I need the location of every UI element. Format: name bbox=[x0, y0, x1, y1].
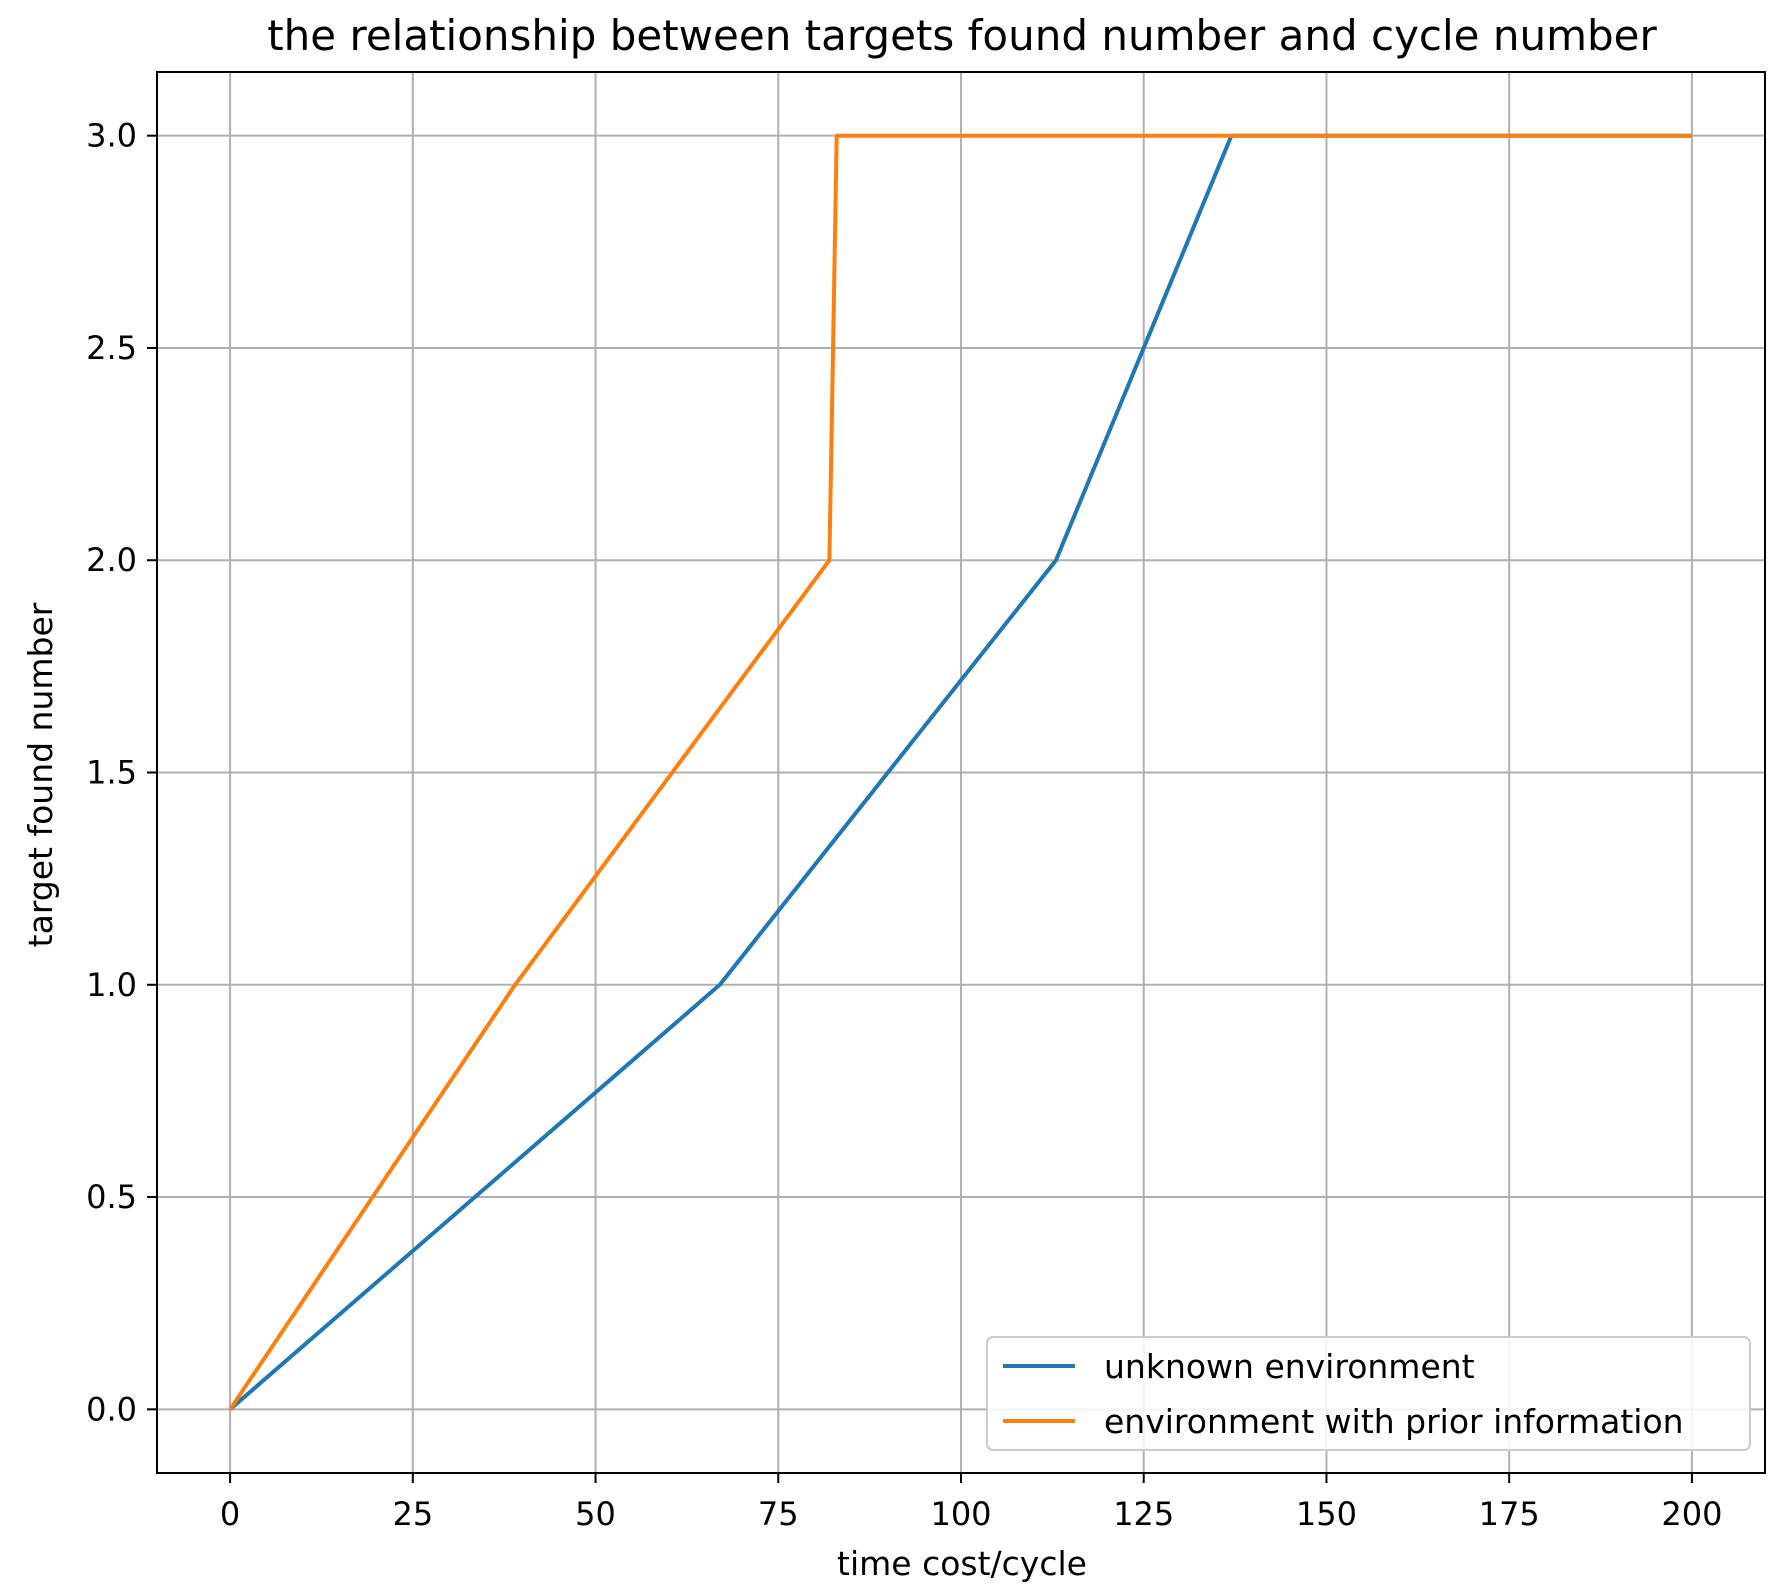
legend-box bbox=[986, 1336, 1751, 1451]
legend-items: unknown environment environment with prio… bbox=[1003, 1347, 1684, 1441]
series-layer bbox=[228, 133, 1692, 1411]
x-tick-label: 50 bbox=[575, 1495, 616, 1533]
y-tick-label: 0.0 bbox=[86, 1390, 137, 1428]
y-tick-label: 0.5 bbox=[86, 1178, 137, 1216]
y-axis-label: target found number bbox=[21, 602, 60, 947]
legend-label-2: environment with prior information bbox=[1104, 1402, 1684, 1441]
x-tick-label: 200 bbox=[1661, 1495, 1722, 1533]
y-tick-label: 2.5 bbox=[86, 329, 137, 367]
series-line-2 bbox=[228, 133, 1692, 1411]
y-tick-label: 2.0 bbox=[86, 541, 137, 579]
x-tick-label: 150 bbox=[1296, 1495, 1357, 1533]
x-axis-ticks: 0 25 50 75 100 125 150 175 200 bbox=[220, 1473, 1722, 1533]
y-tick-label: 3.0 bbox=[86, 117, 137, 155]
x-tick-label: 175 bbox=[1479, 1495, 1540, 1533]
y-axis-ticks: 0.0 0.5 1.0 1.5 2.0 2.5 3.0 bbox=[86, 117, 157, 1428]
legend: unknown environment environment with prio… bbox=[986, 1336, 1751, 1451]
x-axis-label: time cost/cycle bbox=[837, 1544, 1087, 1583]
x-tick-label: 125 bbox=[1113, 1495, 1174, 1533]
grid bbox=[157, 72, 1765, 1473]
y-tick-label: 1.0 bbox=[86, 966, 137, 1004]
y-tick-label: 1.5 bbox=[86, 754, 137, 792]
x-tick-label: 100 bbox=[930, 1495, 991, 1533]
x-tick-label: 0 bbox=[220, 1495, 240, 1533]
x-tick-label: 25 bbox=[392, 1495, 433, 1533]
x-tick-label: 75 bbox=[758, 1495, 799, 1533]
legend-label-1: unknown environment bbox=[1104, 1347, 1475, 1386]
chart-title: the relationship between targets found n… bbox=[267, 11, 1657, 60]
